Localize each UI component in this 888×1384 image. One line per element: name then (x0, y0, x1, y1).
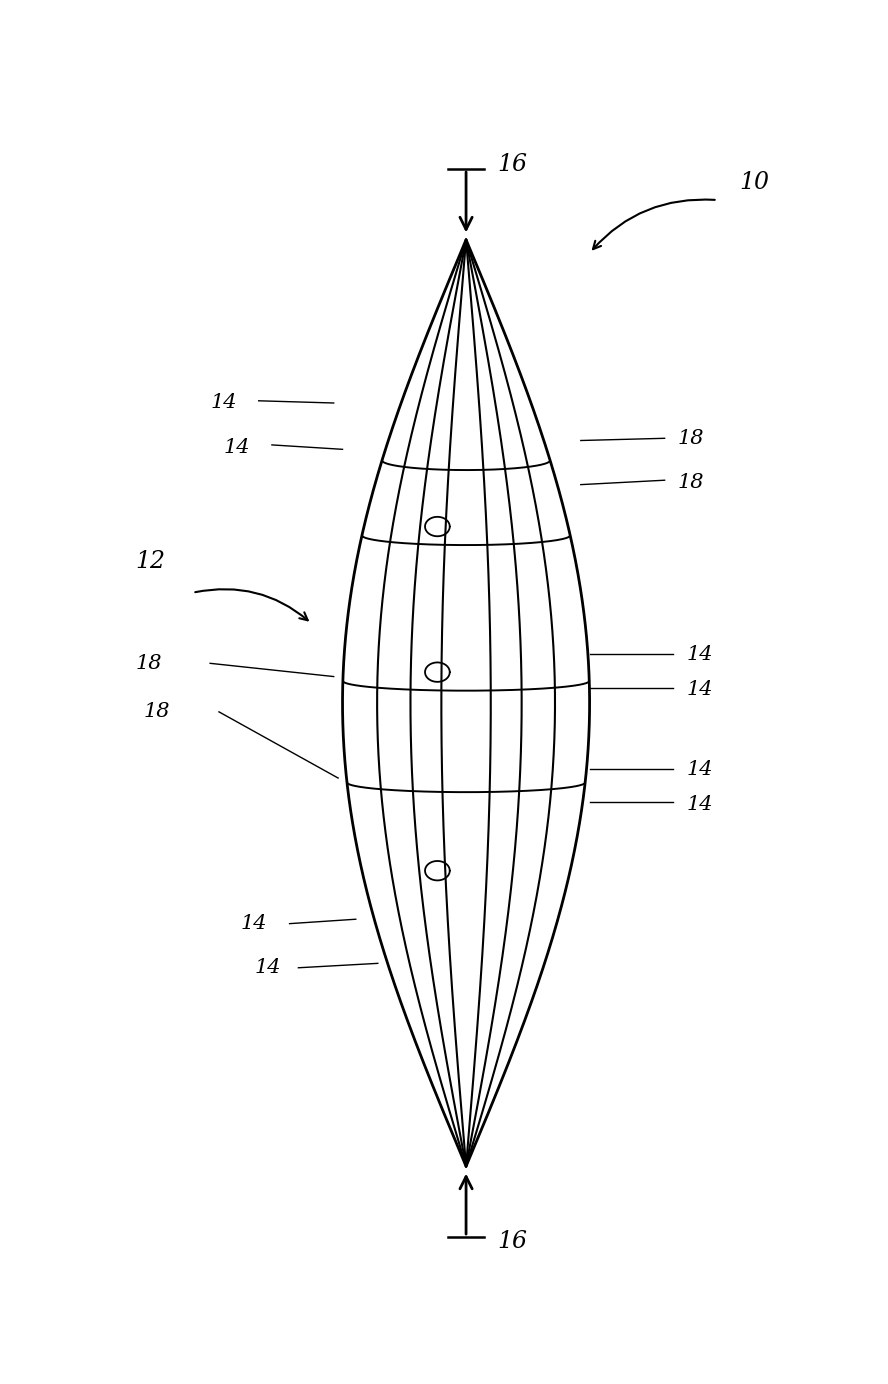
Text: 14: 14 (686, 760, 713, 779)
Text: 18: 18 (144, 702, 170, 721)
Text: 14: 14 (210, 393, 236, 412)
Text: 14: 14 (686, 645, 713, 664)
Text: 14: 14 (241, 915, 267, 933)
Text: 10: 10 (740, 170, 770, 194)
Text: 14: 14 (224, 437, 250, 457)
Text: 18: 18 (678, 429, 704, 448)
Text: 18: 18 (135, 653, 162, 673)
Text: 16: 16 (497, 154, 527, 176)
Text: 14: 14 (686, 794, 713, 814)
Text: 16: 16 (497, 1230, 527, 1253)
Text: 18: 18 (678, 473, 704, 491)
Text: 14: 14 (254, 958, 281, 977)
Text: 12: 12 (135, 551, 165, 573)
Text: 14: 14 (686, 681, 713, 699)
